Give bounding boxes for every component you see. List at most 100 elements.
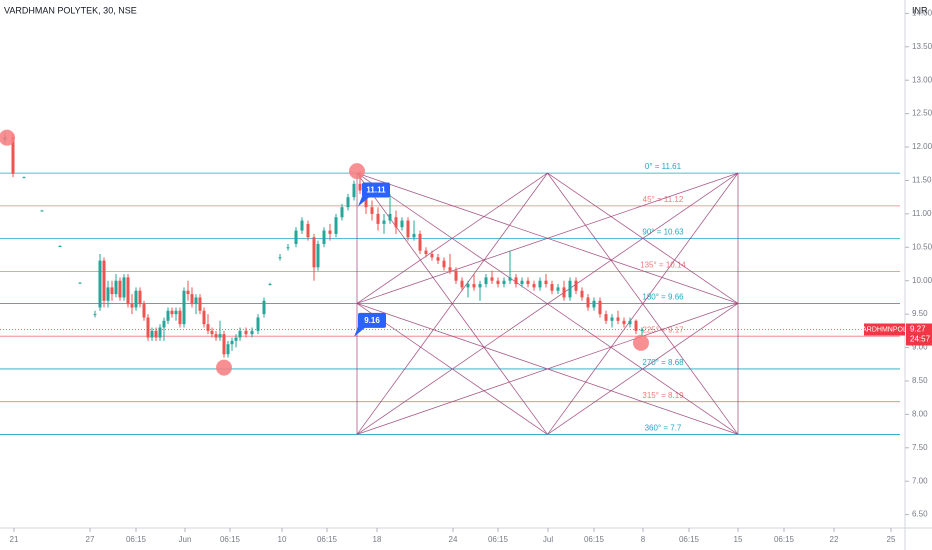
countdown-label: 24:57 [910, 335, 931, 344]
candle-body [472, 284, 476, 288]
candle-body [174, 310, 178, 315]
gann-box-line [356, 172, 548, 304]
candle-body [138, 290, 142, 305]
candle-body [532, 284, 536, 288]
candle-body [424, 250, 428, 254]
y-tick-label: 14.00 [912, 8, 932, 17]
candle-body [244, 330, 248, 335]
candle-body [134, 290, 138, 308]
candle-body [526, 280, 530, 285]
candle-body [346, 197, 350, 208]
candle-body [114, 280, 118, 295]
candle-body [418, 233, 422, 251]
candle-body [334, 217, 338, 234]
candle-body [430, 253, 434, 258]
y-tick-label: 12.50 [912, 109, 932, 118]
price-label-bg [906, 323, 932, 346]
gann-level-label: 270° = 8.68 [642, 358, 684, 367]
y-tick-label: 8.50 [912, 376, 928, 385]
candle-body [58, 245, 62, 247]
marker [0, 129, 15, 146]
candle-body [376, 213, 380, 224]
y-tick-label: 10.00 [912, 276, 932, 285]
candle-body [544, 280, 548, 285]
candle-body [520, 280, 524, 285]
candle-body [11, 137, 15, 174]
candle-body [394, 217, 398, 228]
y-tick-label: 13.50 [912, 42, 932, 51]
candle-body [568, 280, 572, 298]
candle-body [400, 220, 404, 228]
marker [633, 334, 649, 351]
candle-body [154, 330, 158, 338]
x-tick-label: Jul [543, 535, 553, 544]
price-label: 9.27 [910, 325, 926, 334]
x-tick-label: 06:15 [584, 535, 605, 544]
gann-level-label: 45° = 11.12 [643, 195, 684, 204]
candle-body [412, 233, 416, 238]
candle-body [436, 257, 440, 261]
candle-body [268, 284, 272, 286]
candle-body [538, 280, 542, 288]
candle-body [454, 270, 458, 281]
candle-body [106, 287, 110, 301]
symbol-label-bg [864, 323, 905, 336]
candle-body [598, 300, 602, 315]
candle-body [502, 280, 506, 285]
y-tick-label: 11.50 [912, 176, 932, 185]
x-tick-label: 06:15 [774, 535, 795, 544]
gann-box-line [356, 303, 548, 435]
candle-body [388, 213, 392, 221]
y-tick-label: 10.50 [912, 242, 932, 251]
callout-box [362, 182, 390, 198]
candle-body [640, 329, 644, 331]
candle-body [262, 300, 266, 315]
candle-body [40, 210, 44, 212]
x-tick-label: 15 [734, 535, 743, 544]
candle-body [118, 280, 122, 298]
candle-body [102, 260, 106, 301]
candle-body [178, 310, 182, 325]
candle-body [222, 334, 226, 355]
candle-body [142, 304, 146, 318]
x-tick-label: 06:15 [317, 535, 338, 544]
callout-label: 9.16 [364, 316, 380, 325]
gann-box-line [547, 172, 739, 435]
currency: INR [912, 5, 928, 15]
candle-body [580, 290, 584, 298]
candle-body [122, 277, 126, 298]
candle-body [634, 320, 638, 331]
candle-body [170, 310, 174, 315]
candle-body [574, 280, 578, 291]
x-tick-label: 06:15 [679, 535, 700, 544]
candle-body [198, 297, 202, 311]
x-tick-label: 06:15 [220, 535, 241, 544]
y-tick-label: 11.00 [912, 209, 932, 218]
candle-body [478, 284, 482, 288]
candle-body [218, 334, 222, 338]
candle-body [190, 294, 194, 305]
candle-body [610, 317, 614, 321]
x-tick-label: 06:15 [126, 535, 147, 544]
marker [349, 163, 365, 180]
y-tick-label: 13.00 [912, 75, 932, 84]
candle-body [234, 337, 238, 341]
candle-body [490, 277, 494, 281]
candle-body [98, 260, 102, 308]
x-tick-label: 21 [10, 535, 19, 544]
candle-body [616, 317, 620, 321]
y-tick-label: 8.00 [912, 409, 928, 418]
candle-body [604, 314, 608, 321]
candle-body [210, 330, 214, 335]
candle-body [278, 257, 282, 259]
candle-body [230, 340, 234, 345]
gann-box-line [356, 172, 739, 304]
candle-body [206, 324, 210, 331]
candle-body [300, 220, 304, 231]
candle-body [340, 207, 344, 218]
candle-body [316, 243, 320, 268]
candle-body [460, 280, 464, 288]
candle-body [358, 183, 362, 191]
candle-body [592, 300, 596, 308]
